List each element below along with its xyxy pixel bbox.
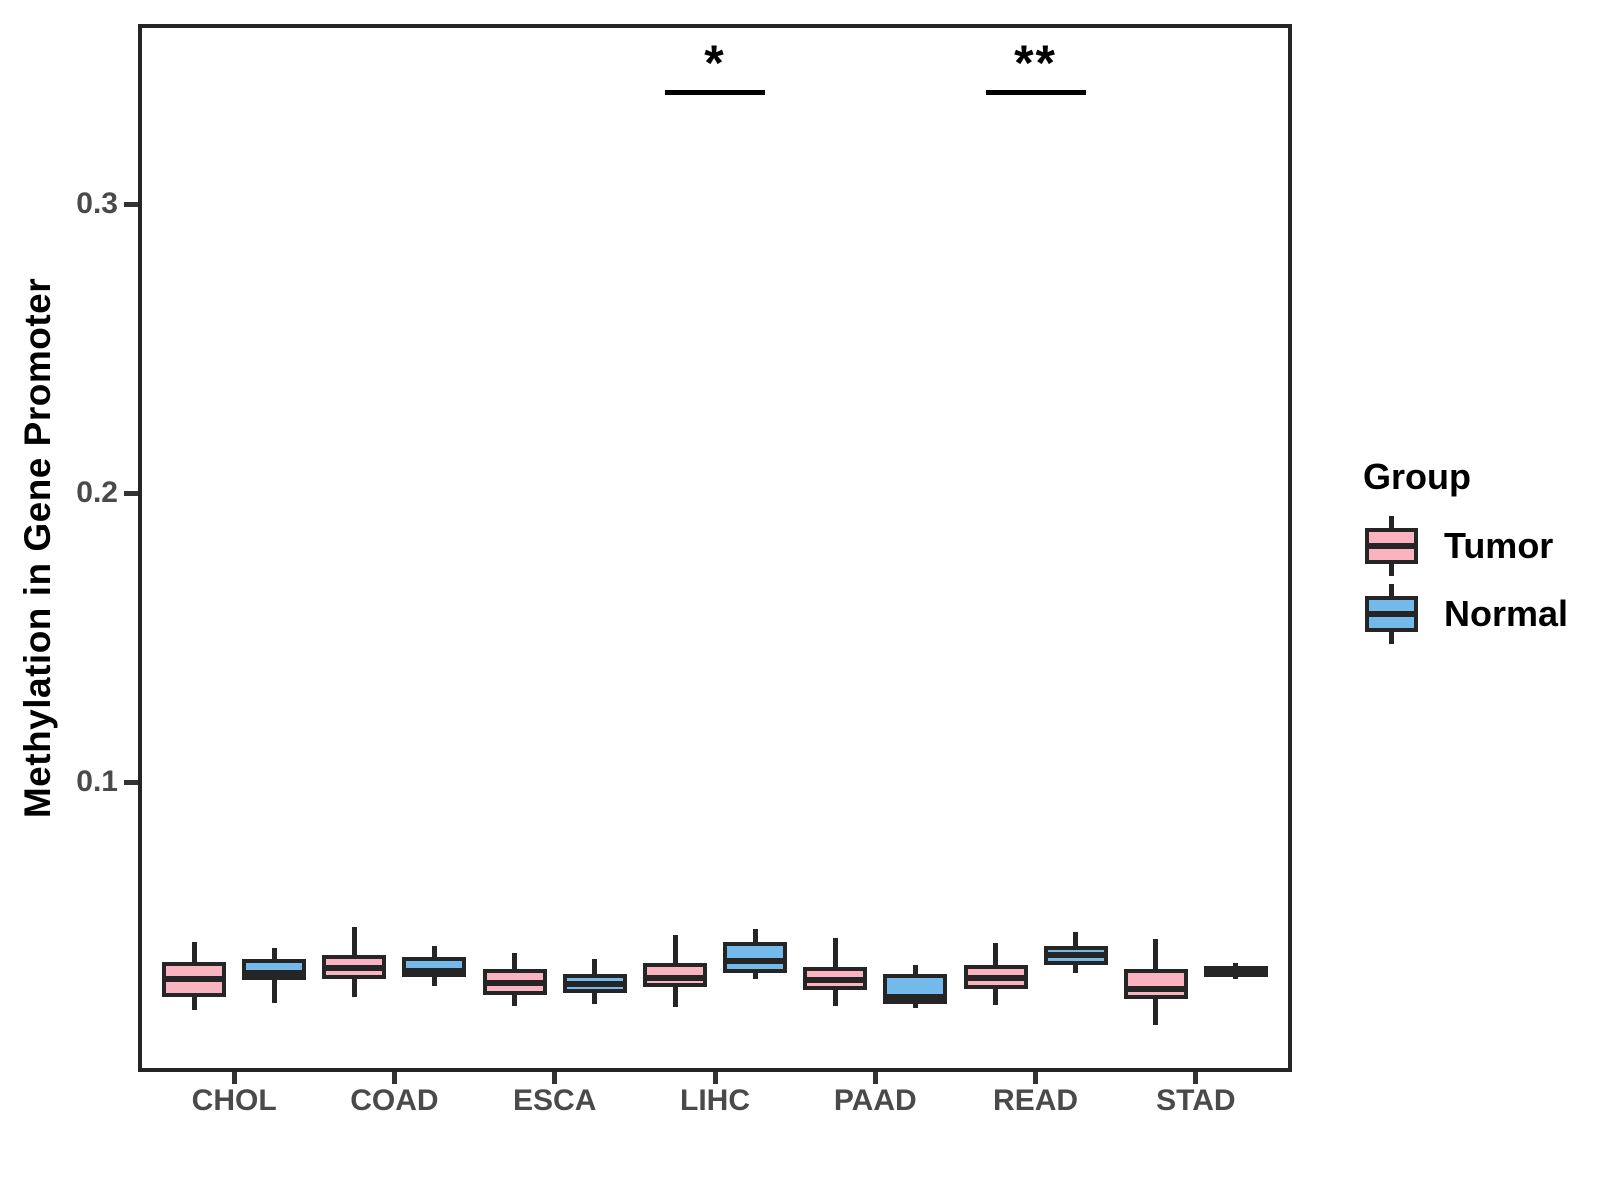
y-tick-label: 0.1 bbox=[76, 765, 118, 798]
legend-label-normal: Normal bbox=[1444, 593, 1569, 634]
boxplot-CHOL-normal-median bbox=[242, 969, 307, 976]
legend-title: Group bbox=[1363, 456, 1471, 497]
x-tick-mark bbox=[391, 1072, 397, 1084]
significance-bracket-lihc bbox=[665, 90, 765, 95]
legend-item-normal: Normal bbox=[1363, 580, 1568, 648]
legend-label-tumor: Tumor bbox=[1444, 525, 1554, 566]
x-tick-mark bbox=[872, 1072, 878, 1084]
boxplot-ESCA-tumor-median bbox=[482, 980, 547, 987]
boxplot-COAD-tumor-median bbox=[322, 965, 387, 972]
legend-median bbox=[1365, 543, 1418, 549]
boxplot-PAAD-tumor-median bbox=[803, 976, 868, 983]
significance-label-lihc: * bbox=[704, 35, 726, 91]
x-tick-label: STAD bbox=[1156, 1084, 1236, 1117]
boxplot-CHOL-tumor-median bbox=[162, 976, 227, 983]
normal-boxplot-key-icon bbox=[1363, 580, 1419, 648]
x-tick-label: LIHC bbox=[680, 1084, 750, 1117]
boxplot-STAD-tumor-median bbox=[1123, 985, 1188, 992]
y-tick-mark bbox=[124, 491, 138, 496]
plot-panel bbox=[138, 24, 1292, 1072]
tumor-boxplot-key-icon bbox=[1363, 512, 1419, 580]
boxplot-LIHC-normal-box bbox=[723, 942, 787, 973]
legend: Group Tumor Normal bbox=[1363, 456, 1568, 648]
x-tick-label: ESCA bbox=[513, 1084, 597, 1117]
y-tick-mark bbox=[124, 780, 138, 785]
legend-item-tumor: Tumor bbox=[1363, 512, 1568, 580]
significance-label-read: ** bbox=[1014, 35, 1057, 91]
boxplot-READ-normal-median bbox=[1043, 952, 1108, 959]
x-tick-mark bbox=[712, 1072, 718, 1084]
boxplot-ESCA-normal-median bbox=[562, 981, 627, 988]
y-tick-label: 0.3 bbox=[76, 187, 118, 220]
boxplot-COAD-normal-median bbox=[402, 968, 467, 974]
x-tick-label: COAD bbox=[350, 1084, 439, 1117]
significance-bracket-read bbox=[985, 90, 1086, 95]
boxplot-LIHC-tumor-median bbox=[643, 974, 707, 981]
x-tick-label: PAAD bbox=[833, 1084, 917, 1117]
boxplot-STAD-normal-median bbox=[1203, 968, 1268, 974]
boxplot-READ-tumor-median bbox=[963, 974, 1028, 981]
legend-median bbox=[1365, 611, 1418, 617]
boxplot-PAAD-normal-median bbox=[883, 994, 948, 1001]
boxplot-LIHC-normal-median bbox=[723, 958, 787, 965]
x-tick-label: READ bbox=[993, 1084, 1079, 1117]
x-tick-label: CHOL bbox=[191, 1084, 277, 1117]
x-tick-mark bbox=[231, 1072, 237, 1084]
y-tick-mark bbox=[124, 202, 138, 207]
x-tick-mark bbox=[552, 1072, 558, 1084]
x-tick-mark bbox=[1033, 1072, 1039, 1084]
x-tick-mark bbox=[1193, 1072, 1199, 1084]
y-tick-label: 0.2 bbox=[76, 476, 118, 509]
boxplot-STAD-tumor-box bbox=[1123, 968, 1188, 1000]
